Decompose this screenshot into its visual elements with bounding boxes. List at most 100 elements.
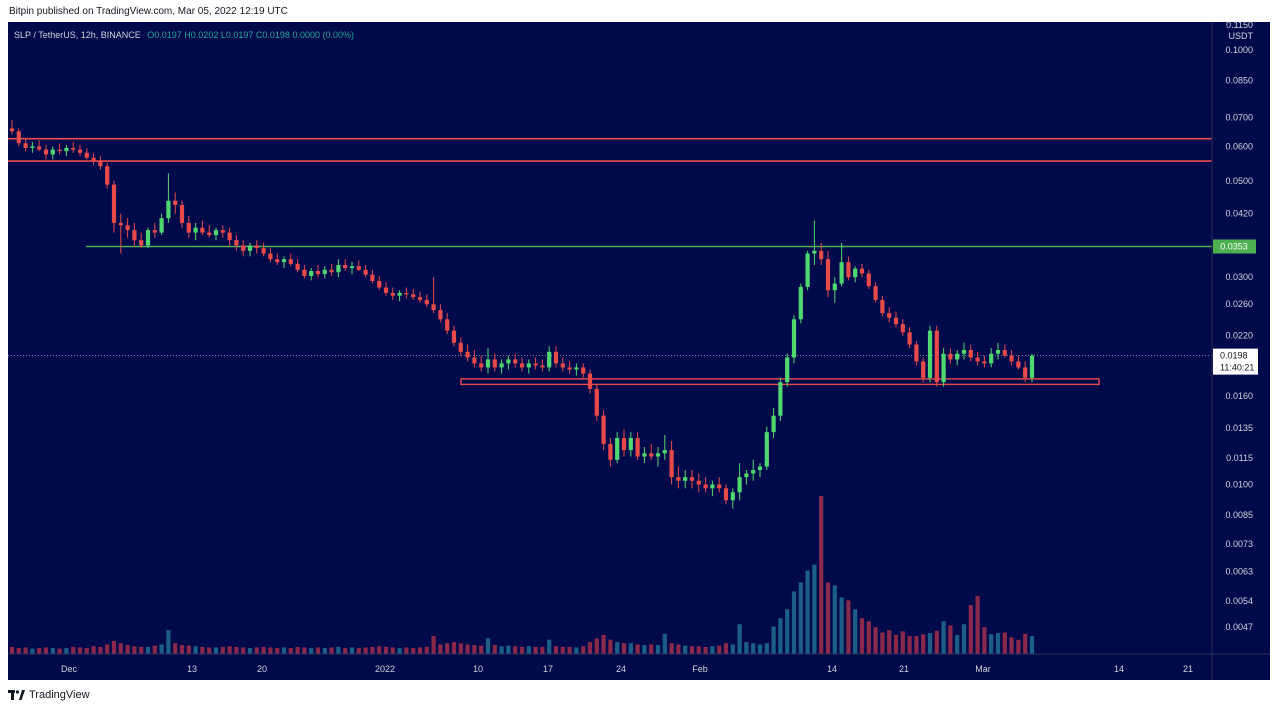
tradingview-brand[interactable]: TradingView <box>8 689 90 701</box>
candle-body <box>982 361 987 364</box>
candle-body <box>281 259 287 263</box>
volume-bar <box>281 647 287 654</box>
price-tick-label: 0.0500 <box>1225 176 1253 186</box>
candle-body <box>574 367 579 370</box>
volume-bar <box>961 624 967 654</box>
volume-bar <box>417 647 423 654</box>
volume-bar <box>785 609 790 654</box>
volume-bar <box>567 646 572 654</box>
candle-body <box>853 268 858 278</box>
candle-body <box>764 432 769 467</box>
volume-bar <box>173 643 178 654</box>
candle-body <box>105 166 110 185</box>
candle-body <box>921 361 926 378</box>
volume-bar <box>921 634 926 654</box>
candle-body <box>744 473 749 478</box>
volume-bar <box>424 646 429 654</box>
price-tick-label: 0.0850 <box>1225 76 1253 86</box>
candle-body <box>567 367 572 370</box>
candle-body <box>261 248 266 254</box>
volume-bar <box>975 596 980 654</box>
chart-area[interactable]: 0.1150 0.1000 0.0850 0.0700 0.0600 0.0500 0.04… <box>8 22 1270 680</box>
volume-bar <box>859 618 865 654</box>
volume-bar <box>261 646 266 654</box>
time-tick-label: 17 <box>543 664 553 674</box>
volume-bar <box>594 638 599 654</box>
candle-body <box>812 250 817 254</box>
candle-body <box>241 245 246 251</box>
volume-bar <box>43 647 49 654</box>
candle-body <box>404 292 409 295</box>
price-tick-label: 0.0054 <box>1225 596 1253 606</box>
candle-body <box>288 259 293 264</box>
volume-bar <box>866 621 871 654</box>
time-tick-label: 21 <box>1183 664 1193 674</box>
price-tick-label: 0.0073 <box>1225 539 1253 549</box>
candle-body <box>805 253 810 287</box>
time-tick-label: 21 <box>899 664 909 674</box>
candle-body <box>431 304 436 311</box>
volume-bar <box>710 646 715 654</box>
volume-bar <box>1023 633 1028 654</box>
candle-body <box>336 265 341 273</box>
price-tick-label: 0.0100 <box>1225 480 1253 490</box>
candle-body <box>445 319 450 331</box>
candle-body <box>200 227 205 233</box>
price-tick-label: 0.0063 <box>1225 567 1253 577</box>
candle-body <box>859 268 865 274</box>
candle-body <box>479 363 484 368</box>
candle-body <box>669 450 674 478</box>
volume-bar <box>254 647 259 654</box>
volume-bar <box>213 647 219 654</box>
candle-body <box>730 492 735 501</box>
candle-body <box>689 477 695 481</box>
candle-body <box>132 230 137 241</box>
volume-bar <box>907 636 912 654</box>
candle-body <box>499 363 504 368</box>
volume-bar <box>159 644 164 654</box>
candle-body <box>989 353 994 364</box>
time-tick-label: Dec <box>61 664 78 674</box>
candle-body <box>547 351 552 368</box>
tradingview-brand-text: TradingView <box>29 689 90 701</box>
candle-body <box>84 152 89 158</box>
price-tick-label: 0.1150 <box>1226 22 1253 30</box>
volume-bar <box>608 639 613 654</box>
candle-body <box>819 250 824 260</box>
volume-bar <box>846 600 851 654</box>
time-tick-label: 24 <box>616 664 626 674</box>
candle-body <box>302 269 307 276</box>
chart-svg[interactable]: 0.1150 0.1000 0.0850 0.0700 0.0600 0.0500 0.04… <box>8 22 1270 680</box>
volume-bar <box>152 645 157 654</box>
candle-body <box>540 365 545 368</box>
volume-bar <box>71 646 76 654</box>
candle-body <box>397 292 402 296</box>
candle-body <box>513 359 518 364</box>
volume-bar <box>662 633 667 654</box>
current-price-value: 0.0198 <box>1220 351 1248 361</box>
candle-body <box>927 330 933 378</box>
volume-bar <box>730 644 735 654</box>
volume-bar <box>703 646 708 654</box>
volume-bar <box>485 638 491 654</box>
candle-body <box>696 480 701 485</box>
volume-bar <box>479 645 484 654</box>
candle-body <box>710 484 715 489</box>
volume-bar <box>1009 637 1014 654</box>
candle-body <box>676 477 681 481</box>
price-tick-label: 0.0260 <box>1225 299 1253 309</box>
volume-bar <box>227 646 232 654</box>
candle-body <box>703 484 708 489</box>
volume-bar <box>322 648 327 654</box>
volume-bar <box>621 643 627 654</box>
candle-body <box>914 344 919 362</box>
candle-countdown: 11:40:21 <box>1220 363 1254 373</box>
volume-bar <box>438 644 443 654</box>
volume-bar <box>193 646 198 654</box>
candle-body <box>900 324 905 333</box>
candle-body <box>587 373 593 389</box>
candle-body <box>968 349 973 358</box>
volume-bar <box>825 582 831 654</box>
time-tick-label: Feb <box>692 664 708 674</box>
candle-body <box>268 253 273 260</box>
